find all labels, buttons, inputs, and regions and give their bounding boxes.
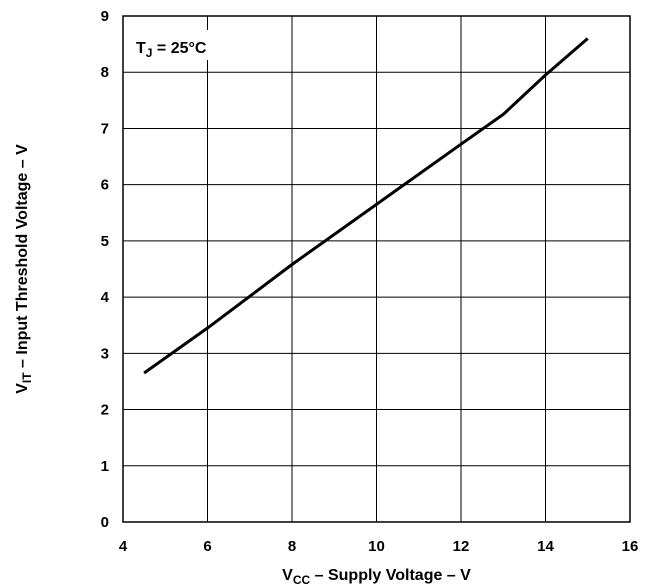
annotation-main: T bbox=[136, 40, 146, 57]
y-axis-label-rest: – Input Threshold Voltage – V bbox=[14, 144, 31, 373]
x-tick-label: 16 bbox=[622, 538, 639, 555]
x-tick-label: 4 bbox=[119, 538, 128, 555]
x-axis-label-subscript: CC bbox=[293, 573, 311, 587]
x-tick-label: 10 bbox=[368, 538, 385, 555]
y-axis-label-main: V bbox=[14, 383, 31, 394]
y-axis-label-subscript: IT bbox=[20, 372, 34, 383]
y-tick-label: 5 bbox=[101, 233, 109, 250]
y-tick-label: 3 bbox=[101, 345, 109, 362]
annotation-box bbox=[127, 30, 229, 60]
x-tick-label: 6 bbox=[203, 538, 211, 555]
x-axis-label-main: V bbox=[282, 567, 293, 584]
series-group bbox=[143, 37, 589, 375]
y-tick-label: 4 bbox=[101, 289, 110, 306]
annotation-rest: = 25°C bbox=[152, 40, 206, 57]
x-tick-labels: 4 6 8 10 12 14 16 bbox=[119, 538, 639, 555]
x-axis-label: VCC – Supply Voltage – V bbox=[282, 567, 471, 587]
annotation-tj: TJ = 25°C bbox=[136, 40, 207, 60]
y-tick-label: 7 bbox=[101, 120, 109, 137]
y-tick-labels: 0 1 2 3 4 5 6 7 8 9 bbox=[101, 8, 110, 531]
y-tick-label: 1 bbox=[101, 458, 109, 475]
y-tick-label: 0 bbox=[101, 514, 109, 531]
series-line bbox=[143, 37, 589, 375]
y-axis-label: VIT – Input Threshold Voltage – V bbox=[14, 144, 34, 394]
x-tick-label: 14 bbox=[537, 538, 554, 555]
x-tick-label: 8 bbox=[288, 538, 296, 555]
x-tick-label: 12 bbox=[453, 538, 470, 555]
y-tick-label: 6 bbox=[101, 177, 109, 194]
y-tick-label: 2 bbox=[101, 402, 109, 419]
plot-frame bbox=[122, 15, 631, 523]
annotation-subscript: J bbox=[146, 46, 153, 60]
y-tick-label: 8 bbox=[101, 64, 109, 81]
y-tick-label: 9 bbox=[101, 8, 109, 25]
x-axis-label-rest: – Supply Voltage – V bbox=[310, 567, 471, 584]
